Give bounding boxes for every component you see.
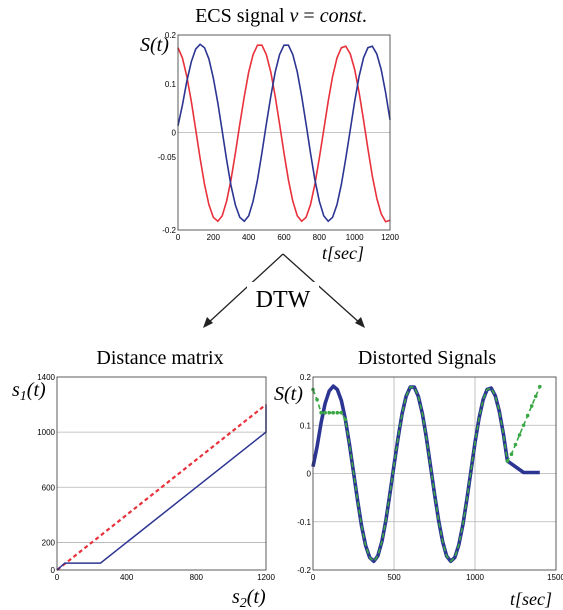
ds-series-2-marker <box>521 423 526 428</box>
ds-axes-frame <box>312 376 557 571</box>
ds-series-2-marker <box>335 410 340 415</box>
ecs-ytick-label: 0.2 <box>165 31 177 40</box>
dm-xlabel-sub: 2 <box>240 596 247 610</box>
ds-series-2-marker <box>319 410 323 415</box>
ds-xtick-label: 0 <box>311 573 316 582</box>
ecs-title-v: v <box>290 5 299 27</box>
dm-xtick-label: 0 <box>55 573 60 582</box>
ds-xtick-label: 500 <box>387 573 401 582</box>
dm-xtick-label: 400 <box>120 573 134 582</box>
ds-gridlines <box>313 377 556 570</box>
dm-x-ticks: 0 400 800 1200 <box>55 573 276 582</box>
dm-xtick-label: 1200 <box>257 573 275 582</box>
ds-series-2-marker <box>327 410 332 415</box>
dtw-label-bg <box>247 282 319 314</box>
ecs-title: ECS signal v = const. <box>195 5 367 27</box>
ecs-y-ticks: -0.2 -0.05 0 0.1 0.2 <box>158 31 177 235</box>
dtw-arrowhead-right <box>355 317 365 328</box>
ds-series-2-marker <box>339 410 344 415</box>
ecs-title-eq: = <box>298 5 319 27</box>
dtw-label: DTW <box>256 287 311 313</box>
ecs-xtick-label: 1200 <box>381 233 399 242</box>
ecs-xtick-label: 600 <box>277 233 291 242</box>
ecs-ytick-label: 0.1 <box>165 80 177 89</box>
ecs-series-line-1 <box>177 44 391 223</box>
dm-ytick-label: 1400 <box>37 373 55 382</box>
ecs-title-dot: . <box>362 5 367 27</box>
dtw-arrowhead-left <box>203 317 213 328</box>
dm-xlabel: s2(t) <box>232 586 266 610</box>
ds-ytick-label: -0.1 <box>297 518 311 527</box>
dm-axes-frame <box>56 376 267 571</box>
ecs-title-prefix: ECS signal <box>195 5 289 27</box>
ds-ytick-label: 0.2 <box>300 373 312 382</box>
ecs-axes-frame <box>177 34 391 231</box>
dm-xtick-label: 800 <box>190 573 204 582</box>
dm-xlabel-tail: (t) <box>247 586 266 608</box>
dm-series-line-1 <box>56 403 267 571</box>
dm-ytick-label: 200 <box>42 538 56 547</box>
dm-ytick-label: 0 <box>51 566 56 575</box>
dtw-arrow-left <box>206 253 284 325</box>
ds-series-2-marker <box>343 417 348 422</box>
dm-ylabel-tail: (t) <box>27 379 46 401</box>
ds-ytick-label: 0 <box>307 470 312 479</box>
ds-series-2-marker <box>517 433 522 437</box>
ecs-chart: -0.2 -0.05 0 0.1 0.2 0 200 400 600 800 1000 1200 S… <box>140 31 399 263</box>
ds-ylabel: S(t) <box>274 383 303 405</box>
ds-series-line-2 <box>312 386 541 563</box>
ds-series-2-marker <box>529 404 534 408</box>
ds-xtick-label: 1000 <box>466 573 484 582</box>
ecs-ylabel: S(t) <box>140 34 169 56</box>
dm-title: Distance matrix <box>96 347 223 369</box>
dm-ylabel-sub: 1 <box>20 389 27 404</box>
dtw-arrow-right <box>282 253 362 325</box>
ecs-xtick-label: 1000 <box>346 233 364 242</box>
ds-series-2-marker <box>315 397 319 402</box>
ds-series-2-marker <box>513 442 518 447</box>
ecs-ytick-label: -0.2 <box>162 226 176 235</box>
ecs-series-line-2 <box>177 43 391 223</box>
dtw-arrows: DTW <box>203 253 365 328</box>
ds-title: Distorted Signals <box>358 347 497 369</box>
ds-series <box>311 384 542 564</box>
ecs-ytick-label: -0.05 <box>158 153 177 162</box>
ds-series-2-marker <box>331 410 336 415</box>
ecs-xtick-label: 400 <box>242 233 256 242</box>
distorted-signals-chart: -0.2 -0.1 0 0.1 0.2 0 500 1000 1500 S(t) t[sec] <box>274 373 563 609</box>
ds-y-ticks: -0.2 -0.1 0 0.1 0.2 <box>297 373 311 575</box>
ds-ytick-label: 0.1 <box>300 421 312 430</box>
ds-series-2-marker <box>533 394 538 399</box>
ecs-title-const: const <box>320 5 363 27</box>
distance-matrix-chart: 0 200 600 1000 1400 0 400 800 1200 s1(t) s2(t) <box>12 373 275 610</box>
ds-series-2-marker <box>509 452 514 457</box>
dm-ylabel: s1(t) <box>12 379 46 404</box>
ds-x-ticks: 0 500 1000 1500 <box>311 573 563 582</box>
ds-series-2-marker <box>323 410 327 415</box>
ecs-xlabel: t[sec] <box>322 243 364 263</box>
dm-y-ticks: 0 200 600 1000 1400 <box>37 373 55 575</box>
ds-series-2-marker <box>525 413 530 418</box>
dm-ytick-label: 1000 <box>37 428 55 437</box>
dm-ytick-label: 600 <box>42 483 56 492</box>
ds-xlabel: t[sec] <box>510 589 552 609</box>
ds-ytick-label: -0.2 <box>297 566 311 575</box>
ecs-xtick-label: 0 <box>176 233 181 242</box>
ds-xtick-label: 1500 <box>547 573 563 582</box>
ecs-x-ticks: 0 200 400 600 800 1000 1200 <box>176 233 400 242</box>
ecs-ytick-label: 0 <box>172 129 177 138</box>
ecs-xtick-label: 800 <box>313 233 327 242</box>
ecs-series <box>177 43 391 223</box>
ds-series-2-marker <box>538 384 542 389</box>
ds-series-2-marker <box>505 459 510 463</box>
ecs-xtick-label: 200 <box>207 233 221 242</box>
